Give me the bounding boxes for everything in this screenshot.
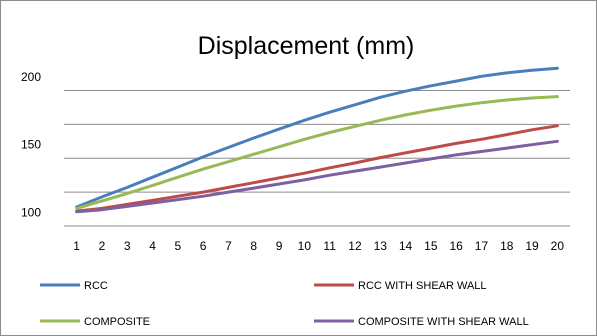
- x-tick-label: 13: [374, 239, 388, 253]
- x-tick-label: 3: [124, 239, 131, 253]
- legend-label: RCC: [84, 280, 108, 292]
- x-tick-label: 20: [551, 239, 565, 253]
- x-tick-label: 7: [225, 239, 232, 253]
- x-axis-ticks: 1 2 3 4 5 6 7 8 9 10 11 12 13 14 15 16 17 18 19 20: [73, 239, 564, 253]
- y-tick-label: 200: [21, 70, 41, 84]
- x-tick-label: 15: [424, 239, 438, 253]
- x-tick-label: 16: [449, 239, 463, 253]
- gridlines: [64, 90, 570, 227]
- x-tick-label: 12: [348, 239, 362, 253]
- x-tick-label: 1: [73, 239, 80, 253]
- chart-title: Displacement (mm): [198, 32, 415, 60]
- x-tick-label: 17: [475, 239, 489, 253]
- legend-label: COMPOSITE: [84, 316, 150, 328]
- series-line: [75, 95, 559, 210]
- series-lines: [75, 66, 559, 214]
- x-tick-label: 18: [500, 239, 514, 253]
- x-tick-label: 2: [99, 239, 106, 253]
- x-tick-label: 4: [149, 239, 156, 253]
- x-tick-label: 14: [399, 239, 413, 253]
- series-line: [75, 124, 559, 213]
- legend-label: COMPOSITE WITH SHEAR WALL: [358, 316, 529, 328]
- x-tick-label: 11: [323, 239, 336, 253]
- legend: RCC RCC WITH SHEAR WALL COMPOSITE COMPOSITE…: [40, 280, 529, 328]
- y-tick-label: 150: [21, 138, 41, 152]
- x-tick-label: 8: [250, 239, 257, 253]
- y-axis-ticks: 100 150 200: [21, 70, 41, 219]
- x-tick-label: 10: [298, 239, 312, 253]
- legend-label: RCC WITH SHEAR WALL: [358, 280, 487, 292]
- series-line: [75, 66, 559, 209]
- x-tick-label: 19: [525, 239, 539, 253]
- y-tick-label: 100: [21, 205, 41, 219]
- x-tick-label: 6: [200, 239, 207, 253]
- x-tick-label: 5: [175, 239, 182, 253]
- x-tick-label: 9: [276, 239, 283, 253]
- series-line: [75, 139, 559, 214]
